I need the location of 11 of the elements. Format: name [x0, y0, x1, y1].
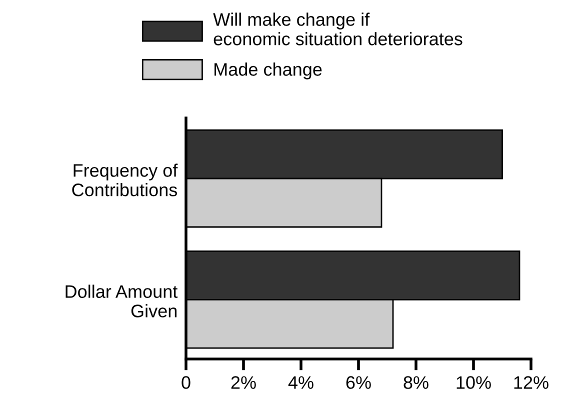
- x-tick-label: 12%: [514, 376, 548, 389]
- legend-label: Made change: [214, 62, 322, 80]
- x-tick-label: 2%: [231, 376, 256, 389]
- y-tick-label: Frequency of Contributions: [72, 164, 178, 196]
- x-tick-label: 8%: [404, 376, 428, 389]
- x-tick-label: 10%: [456, 376, 491, 389]
- x-tick-label: 0: [182, 376, 190, 389]
- y-tick-label: Dollar Amount Given: [66, 284, 178, 318]
- legend-label: Will make change if economic situation deteriorates: [213, 12, 462, 46]
- x-tick-label: 4%: [288, 376, 314, 389]
- x-tick-label: 6%: [346, 376, 371, 389]
